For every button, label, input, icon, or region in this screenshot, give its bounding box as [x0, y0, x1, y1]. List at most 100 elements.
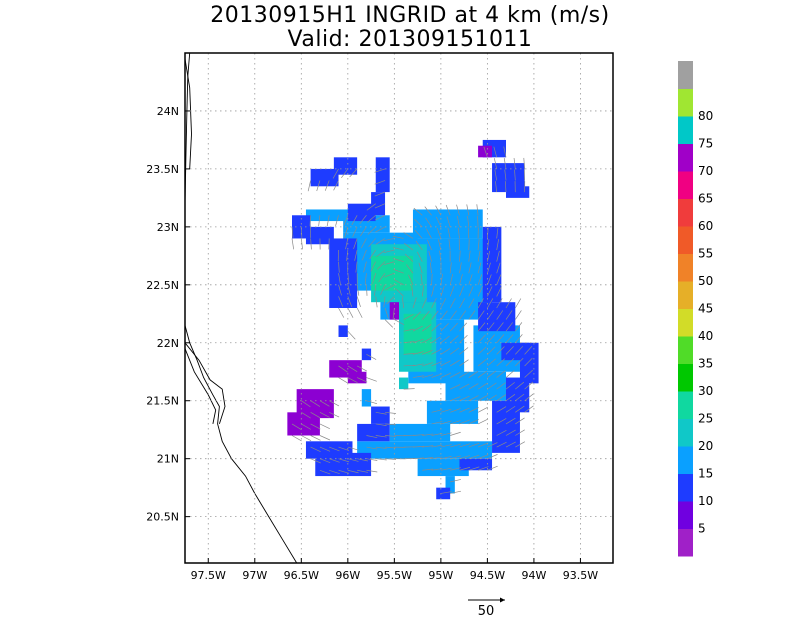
wind-vector [366, 354, 377, 360]
wind-vector [496, 286, 502, 297]
wind-vector [504, 169, 507, 181]
wind-vector [324, 180, 330, 191]
wind-vector [347, 307, 354, 318]
wind-vector [496, 239, 500, 251]
wind-vector [515, 346, 524, 355]
wind-vector [459, 359, 469, 367]
wind-vector [487, 454, 498, 460]
x-tick-label: 96.5W [284, 569, 319, 582]
wind-speed-cell [371, 406, 390, 424]
wind-vector [468, 454, 480, 460]
wind-vector [338, 446, 350, 451]
y-tick-label: 22.5N [146, 279, 179, 292]
wind-vector [301, 423, 312, 430]
wind-vector [477, 322, 486, 332]
wind-vector [431, 421, 443, 425]
wind-vector [375, 446, 387, 449]
wind-speed-cell [287, 412, 320, 436]
plot-frame [184, 52, 614, 564]
wind-vector [523, 157, 525, 169]
coastline-path [184, 52, 298, 564]
wind-vector [515, 298, 522, 309]
wind-vector [412, 434, 424, 436]
wind-vector [403, 364, 415, 367]
wind-speed-cell [333, 157, 358, 175]
wind-vector [375, 411, 387, 415]
wind-vector [468, 442, 480, 448]
wind-vector [412, 363, 424, 367]
wind-vector [359, 215, 367, 225]
x-tick-label: 95.5W [377, 569, 412, 582]
wind-vector [329, 400, 340, 407]
wind-vector [505, 346, 514, 355]
wind-vector [355, 261, 358, 273]
wind-vector [347, 284, 351, 296]
colorbar-label: 55 [698, 247, 713, 261]
x-tick-label: 94W [521, 569, 546, 582]
wind-vector [505, 417, 516, 425]
wind-vector [515, 441, 526, 448]
wind-vector [422, 349, 433, 355]
wind-vector [424, 206, 432, 216]
wind-vector [326, 215, 330, 227]
wind-vector [319, 412, 330, 418]
wind-vector [310, 458, 321, 464]
wind-vector [468, 274, 473, 285]
wind-vector [363, 261, 367, 273]
wind-vector [440, 432, 452, 436]
wind-vector [468, 383, 479, 390]
wind-vector [459, 419, 470, 425]
wind-vector [496, 394, 507, 402]
wind-vector [414, 218, 423, 228]
wind-vector [487, 274, 492, 285]
x-tick-label: 96W [335, 569, 360, 582]
wind-vector [413, 207, 423, 216]
wind-vector [459, 322, 467, 332]
wind-vector [356, 296, 361, 307]
wind-vector [412, 351, 424, 355]
colorbar-swatch [678, 88, 693, 117]
wind-vector [301, 435, 312, 441]
wind-vector [477, 466, 489, 471]
wind-vector [496, 298, 503, 309]
colorbar-label: 65 [698, 192, 713, 206]
wind-speed-cell [459, 458, 493, 471]
wind-vector [386, 296, 395, 305]
wind-vector [487, 298, 494, 309]
wind-vector [449, 335, 459, 344]
wind-vector [450, 431, 461, 436]
wind-vector [319, 458, 331, 463]
wind-vector [366, 446, 378, 450]
wind-vector [447, 227, 451, 239]
wind-vector [496, 358, 506, 367]
wind-vector [436, 216, 442, 228]
wind-vector [459, 383, 470, 390]
wind-speed-cell [371, 255, 413, 291]
wind-vector [404, 243, 414, 251]
wind-vector [459, 250, 461, 262]
wind-speed-cell [375, 157, 390, 193]
wind-vector [319, 469, 331, 475]
wind-vector [380, 284, 386, 295]
wind-vector [515, 393, 525, 402]
wind-vector [456, 216, 460, 227]
wind-vector [366, 400, 378, 404]
wind-vector [435, 205, 442, 216]
wind-vector [356, 284, 360, 296]
wind-vector [375, 423, 387, 426]
colorbar-swatch [678, 473, 693, 502]
wind-vector [493, 146, 498, 158]
wind-vector [369, 249, 377, 260]
wind-vector [477, 239, 480, 251]
wind-vector [422, 468, 434, 471]
wind-vector [440, 335, 450, 344]
wind-vector [477, 310, 485, 320]
wind-vector [487, 442, 498, 448]
wind-vector [450, 455, 461, 460]
wind-vector [351, 215, 358, 226]
wind-vector [319, 446, 331, 452]
wind-vector [505, 405, 516, 413]
wind-vector [515, 405, 525, 413]
wind-vector [459, 334, 468, 344]
wind-vector [495, 181, 498, 193]
